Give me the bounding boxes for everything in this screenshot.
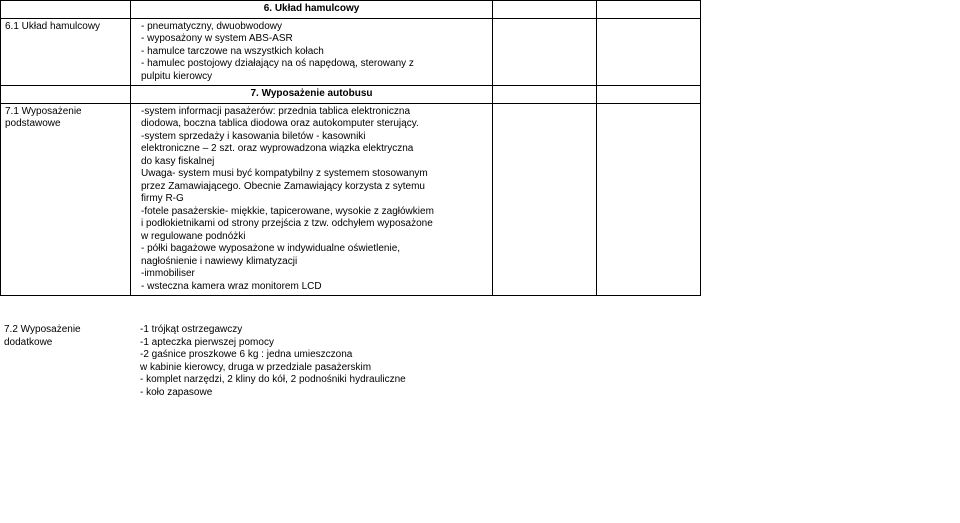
row-7-1: 7.1 Wyposażenie podstawowe -system infor…	[1, 103, 701, 296]
line: - komplet narzędzi, 2 kliny do kół, 2 po…	[140, 374, 696, 387]
cell-empty	[597, 103, 701, 296]
gap	[0, 296, 960, 322]
label-7-2: 7.2 Wyposażenie dodatkowe	[0, 322, 130, 401]
content-7-1: -system informacji pasażerów: przednia t…	[131, 103, 493, 296]
line: nagłośnienie i nawiewy klimatyzacji	[141, 256, 488, 269]
line: elektroniczne – 2 szt. oraz wyprowadzona…	[141, 143, 488, 156]
row-6-1: 6.1 Układ hamulcowy - pneumatyczny, dwuo…	[1, 18, 701, 86]
line: -fotele pasażerskie- miękkie, tapicerowa…	[141, 206, 488, 219]
section7-header-row: 7. Wyposażenie autobusu	[1, 86, 701, 104]
cell-empty	[597, 86, 701, 104]
section6-header-row: 6. Układ hamulcowy	[1, 1, 701, 19]
line: i podłokietnikami od strony przejścia z …	[141, 218, 488, 231]
line: -system informacji pasażerów: przednia t…	[141, 106, 488, 119]
line: - koło zapasowe	[140, 387, 696, 400]
cell-empty	[1, 1, 131, 19]
row-7-2: 7.2 Wyposażenie dodatkowe -1 trójkąt ost…	[0, 322, 700, 401]
line: diodowa, boczna tablica diodowa oraz aut…	[141, 118, 488, 131]
section7-title: 7. Wyposażenie autobusu	[131, 86, 493, 104]
cell-empty	[597, 1, 701, 19]
line: przez Zamawiającego. Obecnie Zamawiający…	[141, 181, 488, 194]
line: - pneumatyczny, dwuobwodowy	[141, 21, 488, 34]
line: -1 trójkąt ostrzegawczy	[140, 324, 696, 337]
line: pulpitu kierowcy	[141, 71, 488, 84]
cell-empty	[597, 18, 701, 86]
label-line: 7.2 Wyposażenie	[4, 324, 81, 335]
content-7-2: -1 trójkąt ostrzegawczy -1 apteczka pier…	[130, 322, 700, 401]
line: - hamulce tarczowe na wszystkich kołach	[141, 46, 488, 59]
cell-empty	[493, 1, 597, 19]
line: -2 gaśnice proszkowe 6 kg : jedna umiesz…	[140, 349, 696, 362]
spec-table: 6. Układ hamulcowy 6.1 Układ hamulcowy -…	[0, 0, 701, 296]
line: do kasy fiskalnej	[141, 156, 488, 169]
line: - półki bagażowe wyposażone w indywidual…	[141, 243, 488, 256]
content-6-1: - pneumatyczny, dwuobwodowy - wyposażony…	[131, 18, 493, 86]
line: firmy R-G	[141, 193, 488, 206]
cell-empty	[1, 86, 131, 104]
line: Uwaga- system musi być kompatybilny z sy…	[141, 168, 488, 181]
line: w kabinie kierowcy, druga w przedziale p…	[140, 362, 696, 375]
label-line: 7.1 Wyposażenie	[5, 106, 82, 117]
line: w regulowane podnóżki	[141, 231, 488, 244]
cell-empty	[493, 18, 597, 86]
line: - wsteczna kamera wraz monitorem LCD	[141, 281, 488, 294]
label-line: dodatkowe	[4, 337, 52, 348]
label-line: podstawowe	[5, 118, 61, 129]
label-7-1: 7.1 Wyposażenie podstawowe	[1, 103, 131, 296]
label-6-1: 6.1 Układ hamulcowy	[1, 18, 131, 86]
spec-table-7-2: 7.2 Wyposażenie dodatkowe -1 trójkąt ost…	[0, 322, 700, 401]
line: -system sprzedaży i kasowania biletów - …	[141, 131, 488, 144]
cell-empty	[493, 103, 597, 296]
line: - hamulec postojowy działający na oś nap…	[141, 58, 488, 71]
line: -immobiliser	[141, 268, 488, 281]
cell-empty	[493, 86, 597, 104]
line: -1 apteczka pierwszej pomocy	[140, 337, 696, 350]
section6-title: 6. Układ hamulcowy	[131, 1, 493, 19]
line: - wyposażony w system ABS-ASR	[141, 33, 488, 46]
